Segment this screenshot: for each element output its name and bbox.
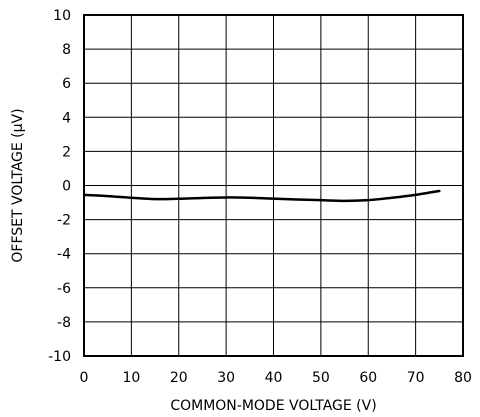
x-tick-label: 60 xyxy=(359,370,377,386)
y-axis-label: OFFSET VOLTAGE (µV) xyxy=(10,108,26,262)
y-tick-label: -8 xyxy=(57,315,71,331)
y-tick-label: 8 xyxy=(62,42,71,58)
y-tick-label: -2 xyxy=(57,213,71,229)
x-tick-label: 30 xyxy=(217,370,235,386)
chart-grid xyxy=(83,14,464,357)
chart-series xyxy=(82,189,441,203)
y-tick-label: 10 xyxy=(53,8,71,24)
y-tick-label: 2 xyxy=(62,144,71,160)
x-tick-label: 50 xyxy=(312,370,330,386)
y-tick-label: 0 xyxy=(62,179,71,195)
x-tick-labels: 0 10 20 30 40 50 60 70 80 xyxy=(80,370,472,386)
plot-frame xyxy=(83,14,464,357)
y-tick-label: 6 xyxy=(62,76,71,92)
x-tick-label: 10 xyxy=(122,370,140,386)
x-tick-label: 80 xyxy=(454,370,472,386)
x-tick-label: 0 xyxy=(80,370,89,386)
x-axis-label: COMMON-MODE VOLTAGE (V) xyxy=(170,398,376,414)
y-tick-label: -4 xyxy=(57,247,71,263)
y-tick-label: 4 xyxy=(62,110,71,126)
x-tick-label: 20 xyxy=(170,370,188,386)
y-tick-label: -10 xyxy=(48,349,71,365)
y-tick-label: -6 xyxy=(57,281,71,297)
x-tick-label: 40 xyxy=(265,370,283,386)
y-tick-labels: -10 -8 -6 -4 -2 0 2 4 6 8 10 xyxy=(48,8,71,365)
series-line xyxy=(82,189,441,203)
x-tick-label: 70 xyxy=(407,370,425,386)
